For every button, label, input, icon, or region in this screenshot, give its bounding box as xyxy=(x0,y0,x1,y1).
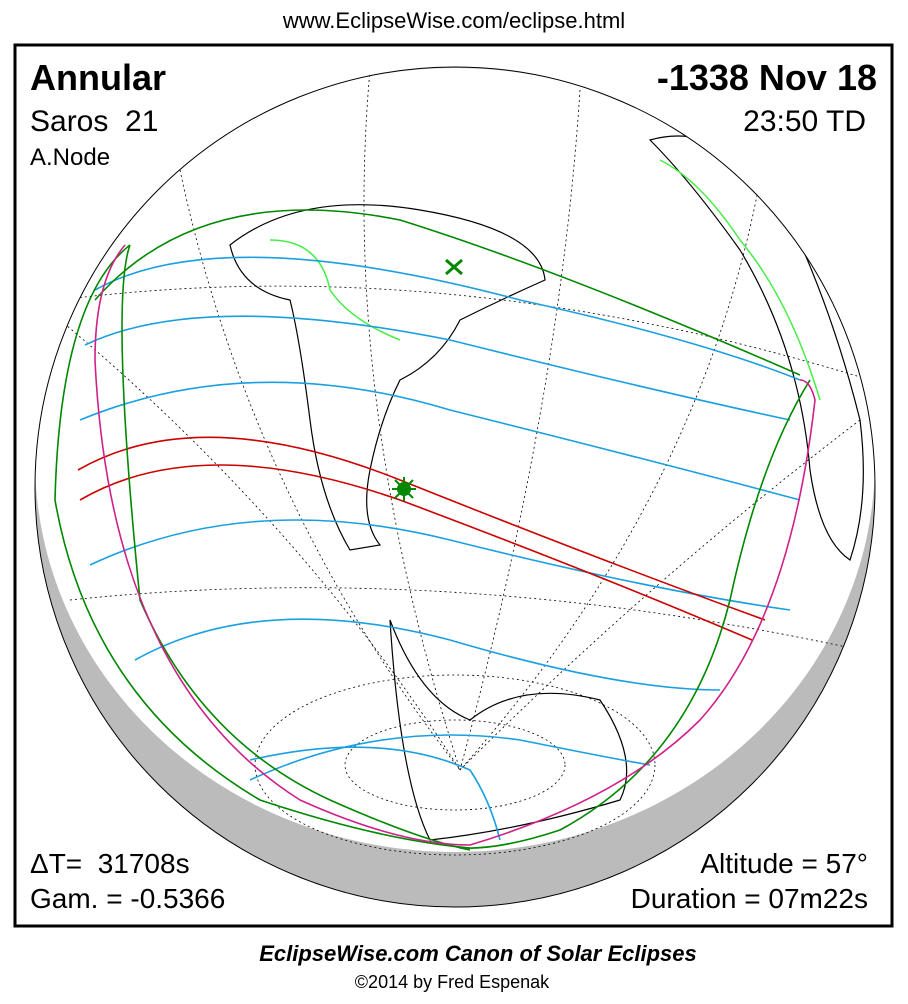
globe xyxy=(35,67,875,907)
duration: Duration = 07m22s xyxy=(631,883,868,914)
altitude: Altitude = 57° xyxy=(700,848,868,879)
eclipse-type: Annular xyxy=(30,57,166,98)
rise-set-curve xyxy=(94,244,816,846)
eclipse-date: -1338 Nov 18 xyxy=(657,57,877,98)
continent xyxy=(389,619,628,841)
continent xyxy=(229,204,546,551)
delta-t: ΔT= 31708s xyxy=(30,848,190,879)
gamma: Gam. = -0.5366 xyxy=(30,883,225,914)
eclipse-time: 23:50 TD xyxy=(743,105,866,138)
node: A.Node xyxy=(30,144,110,171)
greatest-eclipse-marker xyxy=(445,258,463,276)
footer-credit: ©2014 by Fred Espenak xyxy=(355,972,550,992)
globe-outline xyxy=(34,66,876,908)
saros: Saros 21 xyxy=(30,105,158,138)
central-path xyxy=(77,436,766,641)
limit-lines xyxy=(54,209,811,851)
header-url: www.EclipseWise.com/eclipse.html xyxy=(282,8,625,33)
graticule xyxy=(59,69,871,856)
footer-title: EclipseWise.com Canon of Solar Eclipses xyxy=(259,941,697,966)
greatest-duration-marker xyxy=(392,477,416,501)
